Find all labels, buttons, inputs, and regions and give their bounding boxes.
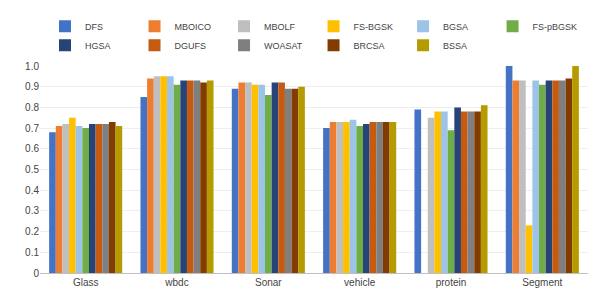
svg-text:MBOLF: MBOLF: [264, 22, 296, 32]
svg-text:Glass: Glass: [73, 277, 99, 288]
svg-text:0.2: 0.2: [25, 226, 39, 237]
svg-text:vehicle: vehicle: [344, 277, 376, 288]
svg-text:0.4: 0.4: [25, 185, 39, 196]
svg-text:Sonar: Sonar: [255, 277, 282, 288]
svg-text:protein: protein: [436, 277, 467, 288]
svg-text:0.5: 0.5: [25, 164, 39, 175]
svg-text:WOASAT: WOASAT: [264, 41, 303, 51]
svg-text:DFS: DFS: [85, 22, 103, 32]
svg-text:DGUFS: DGUFS: [175, 41, 207, 51]
svg-text:0.7: 0.7: [25, 123, 39, 134]
svg-text:0: 0: [33, 268, 39, 279]
svg-text:Segment: Segment: [522, 277, 562, 288]
svg-text:0.8: 0.8: [25, 102, 39, 113]
svg-text:0.1: 0.1: [25, 247, 39, 258]
svg-text:FS-BGSK: FS-BGSK: [354, 22, 394, 32]
svg-text:wbdc: wbdc: [164, 277, 188, 288]
svg-text:0.9: 0.9: [25, 81, 39, 92]
svg-text:0.3: 0.3: [25, 205, 39, 216]
svg-text:0.6: 0.6: [25, 143, 39, 154]
svg-text:BRCSA: BRCSA: [354, 41, 385, 51]
svg-text:1.0: 1.0: [25, 61, 39, 72]
svg-text:MBOICO: MBOICO: [175, 22, 212, 32]
svg-text:HGSA: HGSA: [85, 41, 111, 51]
svg-text:FS-pBGSK: FS-pBGSK: [533, 22, 578, 32]
svg-text:BGSA: BGSA: [443, 22, 468, 32]
svg-text:BSSA: BSSA: [443, 41, 467, 51]
